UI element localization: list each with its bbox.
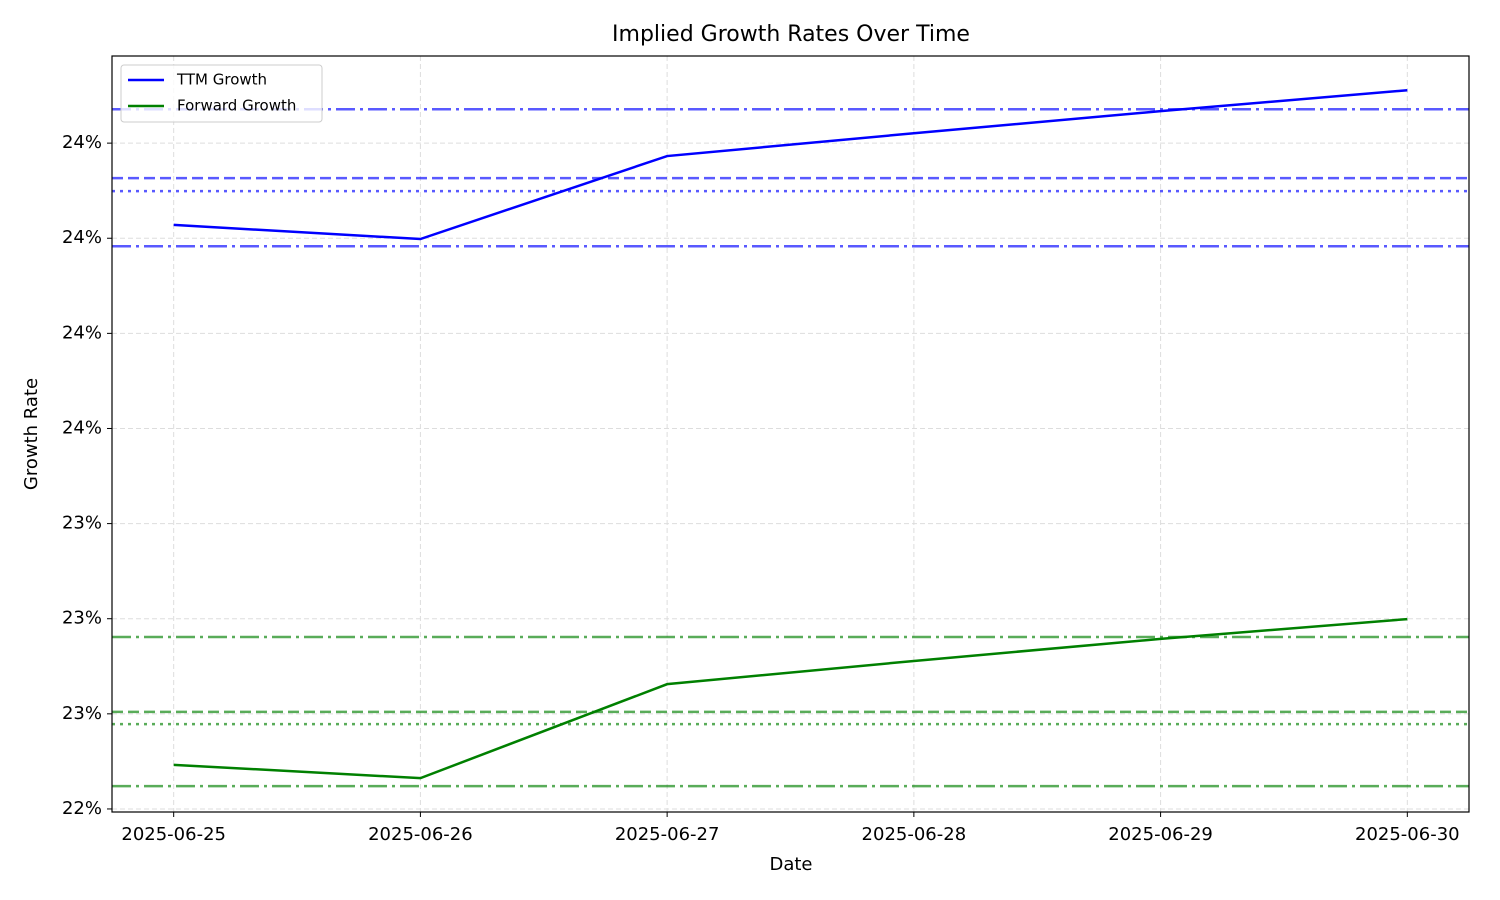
- plot-frame: [111, 55, 1470, 813]
- y-tick-label: 23%: [62, 513, 102, 534]
- x-tick-label: 2025-06-30: [1355, 824, 1460, 845]
- y-tick-label: 24%: [62, 227, 102, 248]
- legend: TTM Growth Forward Growth: [120, 64, 323, 123]
- y-tick-label: 24%: [62, 322, 102, 343]
- series-line: [173, 88, 1408, 241]
- y-tick-label: 24%: [62, 417, 102, 438]
- legend-label: TTM Growth: [176, 71, 267, 89]
- x-tick-label: 2025-06-25: [121, 824, 226, 845]
- series-line: [173, 617, 1408, 780]
- y-axis-label: Growth Rate: [21, 378, 42, 490]
- x-tick-label: 2025-06-29: [1108, 824, 1213, 845]
- y-tick-label: 23%: [62, 608, 102, 629]
- x-tick-label: 2025-06-28: [862, 824, 967, 845]
- legend-label: Forward Growth: [177, 97, 296, 115]
- y-tick-label: 23%: [62, 703, 102, 724]
- y-tick-label: 24%: [62, 132, 102, 153]
- x-tick-label: 2025-06-26: [368, 824, 473, 845]
- y-tick-label: 22%: [62, 798, 102, 819]
- chart-title: Implied Growth Rates Over Time: [612, 22, 970, 47]
- legend-box: [120, 64, 323, 123]
- x-tick-label: 2025-06-27: [615, 824, 720, 845]
- x-axis-label: Date: [769, 854, 812, 875]
